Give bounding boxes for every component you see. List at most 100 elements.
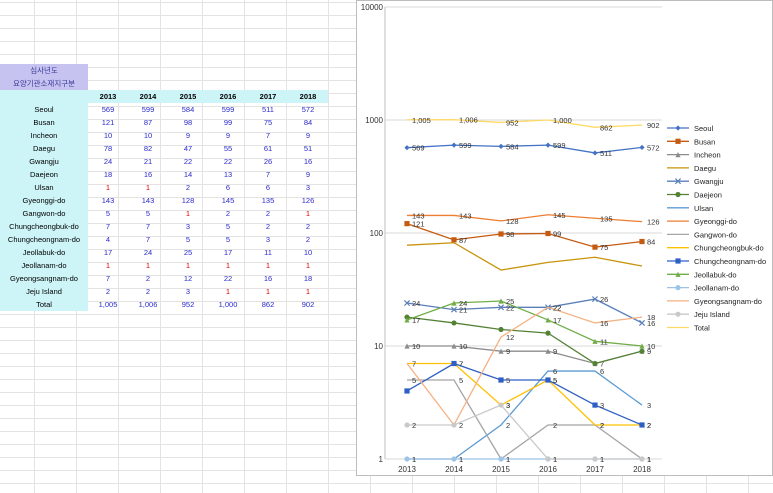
data-cell[interactable]: 24 [143, 248, 153, 257]
data-cell[interactable]: 17 [103, 248, 113, 257]
data-cell[interactable]: 599 [141, 105, 155, 114]
data-cell[interactable]: 126 [301, 196, 315, 205]
data-cell[interactable]: 862 [261, 300, 275, 309]
data-cell[interactable]: 7 [105, 274, 111, 283]
header-label-region[interactable]: 요양기관소재지구분 [0, 77, 88, 90]
data-cell[interactable]: 10 [143, 131, 153, 140]
data-cell[interactable]: 3 [185, 287, 191, 296]
data-cell[interactable]: 1,005 [98, 300, 118, 309]
data-cell[interactable]: 9 [305, 170, 311, 179]
row-label[interactable]: Seoul [0, 103, 88, 116]
year-header-2017[interactable]: 2017 [248, 90, 288, 103]
data-cell[interactable]: 9 [185, 131, 191, 140]
data-cell[interactable]: 17 [223, 248, 233, 257]
data-cell[interactable]: 7 [105, 222, 111, 231]
data-cell[interactable]: 75 [263, 118, 273, 127]
data-cell[interactable]: 1 [305, 287, 311, 296]
year-header-2015[interactable]: 2015 [168, 90, 208, 103]
row-label[interactable]: Chungcheongnam-do [0, 233, 88, 246]
data-cell[interactable]: 84 [303, 118, 313, 127]
data-cell[interactable]: 1 [185, 261, 191, 270]
row-label[interactable]: Daejeon [0, 168, 88, 181]
row-label[interactable]: Busan [0, 116, 88, 129]
data-cell[interactable]: 7 [265, 131, 271, 140]
data-cell[interactable]: 5 [225, 222, 231, 231]
data-cell[interactable]: 22 [183, 157, 193, 166]
data-cell[interactable]: 87 [143, 118, 153, 127]
data-cell[interactable]: 1 [265, 287, 271, 296]
data-cell[interactable]: 1 [225, 287, 231, 296]
data-cell[interactable]: 2 [305, 222, 311, 231]
data-cell[interactable]: 10 [103, 131, 113, 140]
data-cell[interactable]: 7 [265, 170, 271, 179]
data-cell[interactable]: 51 [303, 144, 313, 153]
row-label[interactable]: Gangwon-do [0, 207, 88, 220]
data-cell[interactable]: 5 [185, 235, 191, 244]
data-cell[interactable]: 3 [265, 235, 271, 244]
line-chart[interactable]: 1 10 100 1000 10000 2013 2014 2015 2016 2017 2018 5… [356, 0, 773, 476]
data-cell[interactable]: 3 [305, 183, 311, 192]
year-header-2013[interactable]: 2013 [88, 90, 128, 103]
data-cell[interactable]: 18 [303, 274, 313, 283]
data-cell[interactable]: 952 [181, 300, 195, 309]
data-cell[interactable]: 1,000 [218, 300, 238, 309]
row-label[interactable]: Chungcheongbuk-do [0, 220, 88, 233]
data-cell[interactable]: 1 [105, 261, 111, 270]
data-cell[interactable]: 7 [145, 222, 151, 231]
data-cell[interactable]: 26 [263, 157, 273, 166]
data-cell[interactable]: 2 [105, 287, 111, 296]
data-cell[interactable]: 22 [223, 274, 233, 283]
row-label[interactable]: Gyeonggi-do [0, 194, 88, 207]
data-cell[interactable]: 55 [223, 144, 233, 153]
data-cell[interactable]: 16 [143, 170, 153, 179]
data-cell[interactable]: 599 [221, 105, 235, 114]
data-cell[interactable]: 2 [265, 209, 271, 218]
data-cell[interactable]: 1 [185, 209, 191, 218]
data-cell[interactable]: 2 [225, 209, 231, 218]
data-cell[interactable]: 2 [145, 274, 151, 283]
data-cell[interactable]: 121 [101, 118, 115, 127]
data-cell[interactable]: 5 [105, 209, 111, 218]
data-cell[interactable]: 1 [305, 261, 311, 270]
data-cell[interactable]: 511 [262, 105, 274, 114]
row-label[interactable]: Ulsan [0, 181, 88, 194]
data-cell[interactable]: 2 [265, 222, 271, 231]
data-cell[interactable]: 128 [181, 196, 195, 205]
row-label[interactable]: Incheon [0, 129, 88, 142]
year-header-2018[interactable]: 2018 [288, 90, 328, 103]
row-label[interactable]: Gwangju [0, 155, 88, 168]
data-cell[interactable]: 12 [183, 274, 193, 283]
data-cell[interactable]: 4 [105, 235, 111, 244]
data-cell[interactable]: 9 [225, 131, 231, 140]
data-cell[interactable]: 24 [103, 157, 113, 166]
row-label[interactable]: Jeollanam-do [0, 259, 88, 272]
data-cell[interactable]: 2 [305, 235, 311, 244]
corner-cell[interactable] [0, 90, 88, 103]
data-cell[interactable]: 10 [303, 248, 313, 257]
data-cell[interactable]: 2 [145, 287, 151, 296]
data-cell[interactable]: 569 [101, 105, 115, 114]
data-cell[interactable]: 82 [143, 144, 153, 153]
data-cell[interactable]: 1,006 [138, 300, 158, 309]
data-cell[interactable]: 99 [223, 118, 233, 127]
data-cell[interactable]: 572 [301, 105, 315, 114]
data-cell[interactable]: 9 [305, 131, 311, 140]
data-cell[interactable]: 1 [145, 261, 151, 270]
data-cell[interactable]: 2 [185, 183, 191, 192]
data-cell[interactable]: 1 [105, 183, 111, 192]
data-cell[interactable]: 61 [263, 144, 273, 153]
row-label[interactable]: Jeollabuk-do [0, 246, 88, 259]
row-label[interactable]: Total [0, 298, 88, 311]
data-cell[interactable]: 16 [263, 274, 273, 283]
row-label[interactable]: Jeju Island [0, 285, 88, 298]
data-cell[interactable]: 5 [225, 235, 231, 244]
data-cell[interactable]: 6 [265, 183, 271, 192]
data-cell[interactable]: 1 [225, 261, 231, 270]
data-cell[interactable]: 135 [261, 196, 275, 205]
data-cell[interactable]: 21 [143, 157, 153, 166]
data-cell[interactable]: 98 [183, 118, 193, 127]
data-cell[interactable]: 902 [301, 300, 315, 309]
row-label[interactable]: Gyeongsangnam-do [0, 272, 88, 285]
row-label[interactable]: Daegu [0, 142, 88, 155]
data-cell[interactable]: 14 [183, 170, 193, 179]
